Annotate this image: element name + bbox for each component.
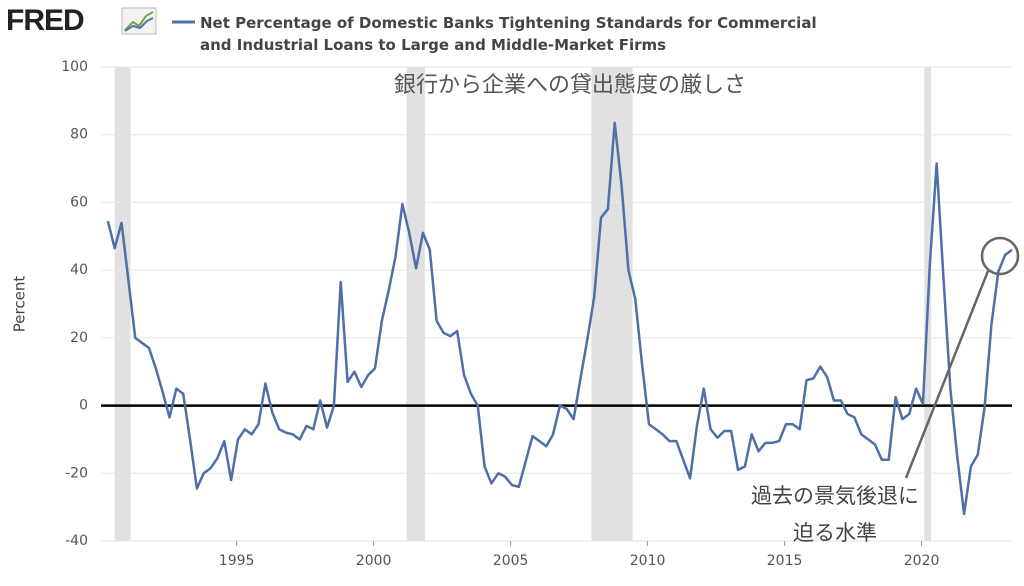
recession-band bbox=[591, 67, 633, 541]
x-tick-label: 2020 bbox=[904, 553, 940, 569]
annotation: 銀行から企業への貸出態度の厳しさ bbox=[394, 73, 746, 98]
x-tick-label: 2010 bbox=[630, 553, 666, 569]
highlight-circle bbox=[980, 236, 1020, 276]
y-axis-label: Percent bbox=[11, 276, 29, 333]
plot: -40 -20 0 20 40 60 80 100 1995 2000 2005 2010 2015 20… bbox=[61, 59, 1013, 569]
y-tick-label: 0 bbox=[79, 398, 88, 414]
x-tick-label: 2000 bbox=[356, 553, 392, 569]
y-tick-label: -40 bbox=[65, 533, 88, 549]
legend-entry: Net Percentage of Domestic Banks Tighten… bbox=[200, 14, 817, 54]
callout-text: 過去の景気後退に bbox=[751, 484, 919, 508]
y-tick-label: -20 bbox=[65, 465, 88, 481]
y-tick-label: 80 bbox=[70, 127, 88, 143]
x-tick-label: 2015 bbox=[767, 553, 803, 569]
callout-line bbox=[904, 270, 990, 479]
series-line bbox=[106, 121, 1013, 516]
y-tick-label: 40 bbox=[70, 262, 88, 278]
recession-band bbox=[406, 67, 425, 541]
x-tick-label: 2005 bbox=[493, 553, 529, 569]
recession-band bbox=[114, 67, 131, 541]
logo-icon bbox=[121, 7, 157, 35]
y-tick-label: 60 bbox=[70, 194, 88, 210]
y-tick-label: 100 bbox=[61, 59, 88, 75]
logo: FRED bbox=[6, 4, 85, 37]
x-tick-label: 1995 bbox=[219, 553, 255, 569]
y-tick-label: 20 bbox=[70, 330, 88, 346]
callout-text: 迫る水準 bbox=[793, 521, 877, 545]
